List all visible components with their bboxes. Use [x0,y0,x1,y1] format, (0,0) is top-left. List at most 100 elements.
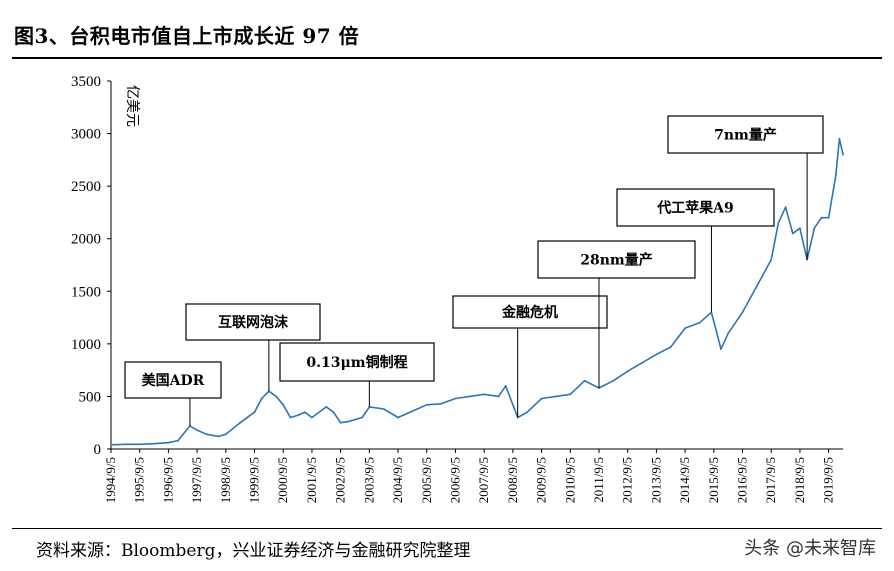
data-point [569,393,572,396]
data-point [497,395,500,398]
series-group [110,137,844,446]
series-line [110,138,844,446]
data-point [153,442,156,445]
data-point [756,285,758,287]
x-tick-label: 2003/9/5 [361,457,376,503]
data-point [698,321,701,324]
data-point [641,361,643,364]
data-point [655,353,658,356]
data-point [526,411,529,414]
x-tick-label: 2019/9/5 [821,457,836,503]
annotation-label: 28nm量产 [580,252,652,269]
x-tick-label: 2016/9/5 [735,457,750,503]
y-tick-label: 500 [79,389,102,405]
x-tick-label: 2002/9/5 [333,457,348,503]
title-rule [12,57,882,59]
data-point [770,258,773,261]
data-point [196,429,199,431]
chart-title: 图3、台积电市值自上市成长近 97 倍 [14,24,360,48]
data-point [791,232,794,235]
x-tick-label: 2009/9/5 [534,457,549,503]
data-point [504,385,507,387]
chart-axes: 0 500 1000 1500 2000 2500 3000 3500 1994/9/5 1995… [71,74,843,503]
data-point [468,395,471,398]
x-tick-label: 2008/9/5 [505,457,520,503]
data-point [838,137,841,140]
annotation-box [279,342,435,382]
y-tick-label: 1000 [71,337,101,353]
data-point [540,397,543,400]
data-point [626,370,629,373]
data-point [325,406,328,408]
x-tick-label: 2014/9/5 [677,457,692,503]
data-point [339,421,342,424]
source-note: 资料来源：Bloomberg，兴业证券经济与金融研究院整理 [36,541,471,561]
data-point [583,379,586,382]
data-point [382,408,385,410]
x-tick-label: 2017/9/5 [763,457,778,503]
annotation-label: 互联网泡沫 [218,314,289,331]
y-tick-label: 2500 [71,179,101,195]
data-point [110,443,112,446]
x-tick-label: 1999/9/5 [247,457,262,503]
data-point [361,416,364,419]
annotation-box [667,115,824,154]
data-point [332,411,335,414]
annotation-label: 0.13μm铜制程 [306,354,407,371]
data-point [217,435,220,438]
x-tick-label: 2004/9/5 [390,457,405,503]
x-tick-label: 1994/9/5 [103,457,118,503]
data-point [346,420,349,423]
data-point [820,216,823,219]
y-tick-label: 2000 [71,232,101,248]
data-point [720,348,722,350]
y-tick-label: 1500 [71,284,101,300]
x-tick-label: 2012/9/5 [620,457,635,503]
data-point [205,433,208,436]
data-point [177,439,179,442]
x-tick-label: 2010/9/5 [562,457,577,503]
annotation-box [452,295,608,329]
data-point [555,395,557,398]
watermark: 头条 @未来智库 [744,538,876,559]
data-point [253,411,256,414]
data-point [741,311,744,314]
data-point [827,216,830,219]
annotations-group: 美国ADR 互联网泡沫 0.13μm铜制程 金融危机 28nm量产 代工苹果A9 7nm量产 [124,115,824,426]
data-point [397,416,399,419]
x-tick-label: 2015/9/5 [706,457,721,503]
x-tick-label: 2005/9/5 [419,457,434,503]
annotation-box [537,240,696,279]
y-tick-label: 3500 [71,74,101,90]
data-point [612,379,615,382]
y-axis-title-group: 亿美元 [124,85,140,127]
x-tick-label: 2001/9/5 [304,457,319,503]
x-tick-label: 2006/9/5 [447,457,462,503]
data-point [282,403,285,406]
data-point [669,346,672,348]
data-point [834,174,837,177]
data-point [411,410,414,412]
annotation-box [616,188,775,227]
y-tick-label: 0 [94,442,102,458]
data-point [311,416,313,419]
data-point [777,222,780,224]
y-axis-title: 亿美元 [124,85,140,127]
annotation-box [185,303,321,341]
data-point [727,332,730,335]
bottom-rule [12,528,882,529]
x-tick-label: 2011/9/5 [591,457,606,503]
x-tick-label: 2018/9/5 [792,457,807,503]
data-point [483,393,486,396]
x-tick-label: 2013/9/5 [648,457,663,503]
data-point [224,433,227,436]
data-point [260,397,263,400]
data-point [239,421,242,424]
x-tick-label: 2000/9/5 [275,457,290,503]
data-point [684,327,686,329]
data-point [167,441,170,444]
x-tick-label: 1997/9/5 [189,457,204,503]
annotation-label: 美国ADR [142,372,205,389]
data-point [303,411,306,414]
data-point [138,443,141,446]
